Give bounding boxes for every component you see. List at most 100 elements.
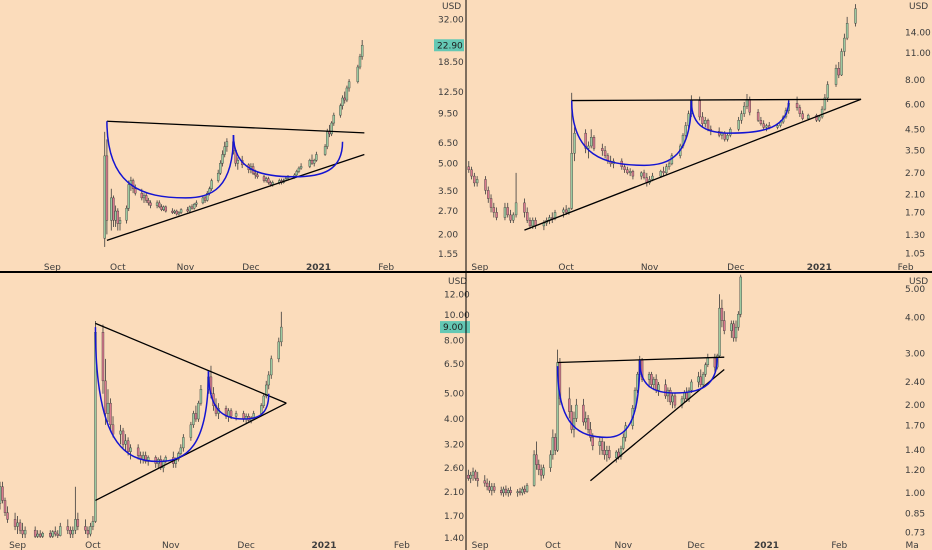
y-tick-label: 1.00 (905, 489, 925, 499)
x-tick-label: Dec (727, 263, 744, 273)
y-tick-label: 2.10 (905, 190, 925, 200)
candle-bull (129, 447, 132, 452)
candle-bear (144, 195, 148, 201)
candle-bull (341, 97, 344, 106)
candle-bull (605, 450, 609, 456)
trendline (557, 356, 725, 364)
candle-bear (506, 207, 509, 216)
candle-bear (49, 533, 52, 537)
candle-bear (54, 531, 57, 535)
x-tick-label: 2021 (306, 263, 331, 273)
x-tick-label: Nov (177, 263, 195, 273)
candle-bear (470, 169, 473, 177)
candle-bear (720, 307, 724, 321)
candle-bull (192, 203, 196, 209)
candle-bear (492, 486, 496, 491)
candle-bull (598, 441, 602, 446)
cup-curve (106, 121, 235, 199)
candle-bear (756, 111, 760, 121)
candle-bull (189, 424, 193, 438)
candle-bear (160, 206, 163, 210)
candle-bull (23, 529, 27, 535)
candle-bear (112, 197, 115, 221)
y-tick-label: 0.73 (905, 529, 925, 539)
candle-bull (704, 364, 707, 375)
candle-bull (155, 202, 159, 206)
candle-bull (640, 172, 643, 177)
candle-bull (572, 418, 576, 430)
candle-bull (704, 120, 707, 124)
candle-bear (190, 206, 194, 209)
candle-bear (537, 464, 540, 470)
candle-bull (295, 171, 298, 176)
y-tick-label: 5.00 (438, 159, 458, 169)
candle-bear (134, 188, 137, 194)
candle-bull (737, 120, 740, 130)
y-tick-label: 3.00 (905, 350, 925, 360)
x-tick-label: Feb (898, 263, 914, 273)
y-tick-label: 2.00 (905, 401, 925, 411)
x-tick-label: Oct (110, 263, 126, 273)
candle-bear (603, 150, 607, 156)
candle-bull (671, 395, 674, 403)
x-tick-label: 2021 (311, 541, 336, 550)
candle-bear (495, 212, 498, 218)
candle-bear (1, 486, 4, 501)
candle-bull (503, 207, 507, 218)
candle-bear (6, 512, 9, 520)
candle-bull (706, 357, 710, 365)
candle-bear (467, 166, 470, 170)
candle-bull (575, 404, 578, 419)
candle-bull (570, 152, 573, 209)
candle-bull (549, 454, 552, 468)
candle-bear (650, 374, 653, 385)
unit-label: USD (442, 2, 461, 12)
candle-bull (71, 529, 75, 535)
candle-bear (528, 220, 532, 227)
candle-bear (13, 519, 17, 527)
candle-bull (624, 425, 627, 438)
candle-bull (114, 210, 117, 221)
candle-bull (818, 116, 821, 121)
candle-bull (179, 447, 183, 454)
last-price-badge (440, 321, 470, 334)
candle-bull (330, 122, 333, 135)
candle-bear (256, 174, 259, 177)
candle-bear (154, 457, 157, 464)
candle-bull (0, 486, 2, 504)
candle-bull (41, 533, 44, 537)
candle-bear (795, 103, 799, 108)
candle-bull (206, 192, 209, 201)
candle-bull (531, 220, 534, 227)
candle-bull (740, 113, 743, 121)
y-tick-label: 5.00 (905, 285, 925, 295)
candle-bull (260, 405, 263, 414)
candle-bear (175, 210, 178, 215)
candle-bull (516, 491, 519, 494)
y-tick-label: 5.00 (444, 390, 464, 400)
candle-bull (840, 51, 843, 76)
candle-bull (701, 374, 705, 385)
candle-bull (584, 418, 587, 423)
x-tick-label: Sep (471, 263, 488, 273)
candle-bear (171, 210, 174, 213)
candle-bear (488, 486, 491, 491)
unit-label: USD (909, 2, 928, 12)
candle-bull (356, 66, 360, 82)
candle-bull (262, 395, 265, 406)
candle-bull (188, 206, 192, 212)
candle-bear (539, 469, 543, 476)
candle-bear (101, 332, 105, 382)
cup-curve (638, 358, 718, 394)
candle-bear (194, 413, 198, 420)
candle-bull (162, 206, 165, 210)
candle-bull (684, 125, 687, 136)
candle-bear (698, 100, 701, 118)
candle-bull (264, 178, 268, 181)
candle-bear (328, 131, 331, 135)
candle-bear (642, 172, 646, 178)
candle-bear (762, 123, 765, 128)
candle-bull (743, 105, 746, 114)
candle-bull (820, 108, 824, 118)
x-tick-label: Dec (237, 541, 254, 550)
